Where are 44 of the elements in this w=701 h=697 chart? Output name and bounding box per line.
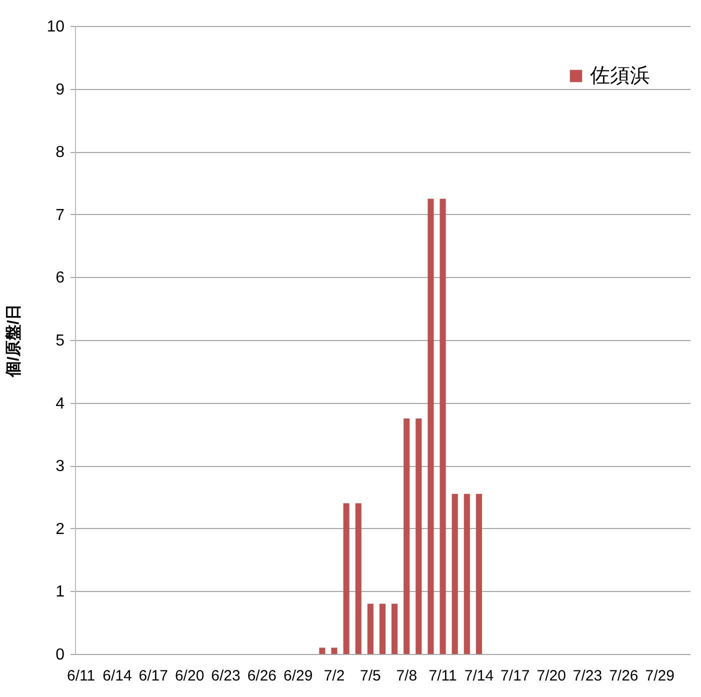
y-tick-label: 4 [56, 395, 65, 412]
x-tick-label: 6/17 [138, 668, 168, 684]
bar [319, 648, 326, 654]
x-tick-label: 7/20 [536, 668, 566, 684]
bar [367, 604, 374, 654]
y-tick-label: 6 [56, 270, 65, 287]
y-tick-label: 9 [56, 81, 65, 98]
bar [464, 494, 470, 654]
x-tick-label: 7/2 [324, 668, 345, 684]
x-tick-label: 7/8 [396, 668, 418, 684]
y-tick-label: 2 [56, 520, 65, 538]
bar [404, 418, 410, 654]
x-tick-label: 6/11 [66, 668, 96, 684]
y-axis-title: 個/原盤/日 [4, 304, 23, 378]
y-tick-label: 3 [56, 458, 65, 476]
bar [331, 648, 338, 654]
x-tick-label: 6/20 [174, 668, 204, 684]
x-tick-label: 7/11 [428, 668, 457, 684]
bar [343, 503, 350, 654]
x-tick-label: 7/14 [464, 668, 494, 684]
legend-label: 佐須浜 [590, 65, 650, 87]
y-tick-label: 0 [56, 646, 65, 664]
y-tick-label: 1 [56, 584, 65, 601]
x-tick-label: 7/26 [609, 668, 638, 684]
x-tick-label: 6/23 [211, 668, 240, 684]
y-tick-label: 5 [56, 332, 65, 350]
bar [452, 494, 458, 654]
x-tick-label: 7/29 [645, 668, 674, 684]
x-tick-label: 7/23 [572, 668, 602, 684]
y-tick-label: 10 [46, 18, 65, 36]
bar [379, 604, 386, 654]
x-tick-label: 7/17 [500, 668, 530, 684]
x-tick-label: 7/5 [360, 668, 381, 684]
x-tick-label: 6/14 [102, 668, 132, 684]
bar [392, 604, 398, 654]
bar [416, 418, 422, 654]
x-tick-label: 6/29 [283, 668, 313, 684]
bar [440, 198, 446, 654]
bar [476, 494, 482, 654]
x-tick-label: 6/26 [247, 668, 277, 684]
bar [428, 198, 434, 654]
y-tick-label: 8 [56, 144, 65, 162]
y-tick-label: 7 [56, 206, 65, 224]
bar [355, 503, 362, 654]
